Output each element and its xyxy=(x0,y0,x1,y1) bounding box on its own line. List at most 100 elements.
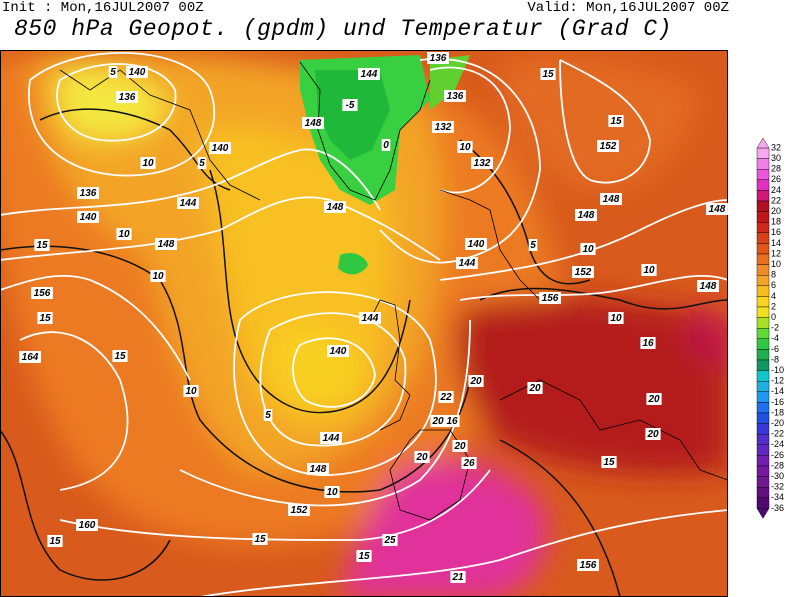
contour-label-bg xyxy=(183,385,199,397)
contour-label: 148 xyxy=(327,202,344,213)
colorbar-swatch xyxy=(756,487,770,499)
contour-label: 148 xyxy=(709,204,726,215)
contour-label: 136 xyxy=(119,92,136,103)
contour-label-bg xyxy=(320,432,342,444)
contour-label-bg xyxy=(706,203,728,215)
colorbar-swatch xyxy=(756,264,770,276)
colorbar-swatch xyxy=(756,232,770,244)
colorbar-swatch xyxy=(756,476,770,488)
contour-label-bg xyxy=(324,486,340,498)
contour-label-bg xyxy=(601,456,617,468)
contour-label-bg xyxy=(140,157,156,169)
contour-label: 136 xyxy=(430,53,447,64)
contour-label: 152 xyxy=(291,505,308,516)
colorbar-label: 0 xyxy=(771,312,776,322)
colorbar-swatch xyxy=(756,328,770,340)
contour-label: 144 xyxy=(180,198,197,209)
contour-label: 15 xyxy=(49,536,61,547)
contour-label-bg xyxy=(37,312,53,324)
contour-label-bg xyxy=(608,312,624,324)
contour-label-bg xyxy=(382,534,398,546)
contour-label: 16 xyxy=(642,338,654,349)
colorbar-label: -34 xyxy=(771,492,784,502)
contour-label-bg xyxy=(540,68,556,80)
colorbar-label: -16 xyxy=(771,397,784,407)
colorbar-swatch xyxy=(756,285,770,297)
colorbar-swatch xyxy=(756,370,770,382)
init-time: Init : Mon,16JUL2007 00Z xyxy=(2,0,204,16)
contour-label: 20 xyxy=(453,441,466,452)
contour-label-bg xyxy=(461,457,477,469)
contour-label: 160 xyxy=(79,520,96,531)
contour-label: 144 xyxy=(459,258,476,269)
colorbar-swatch xyxy=(756,423,770,435)
contour-label: 144 xyxy=(362,313,379,324)
colorbar-label: 16 xyxy=(771,227,781,237)
colorbar-swatch xyxy=(756,338,770,350)
contour-label: 26 xyxy=(462,458,475,469)
colorbar-label: -6 xyxy=(771,344,779,354)
colorbar-top-arrow xyxy=(756,137,770,149)
colorbar-swatch xyxy=(756,317,770,329)
colorbar-swatch xyxy=(756,412,770,424)
contour-label-bg xyxy=(155,238,177,250)
contour-label: 15 xyxy=(610,116,622,127)
colorbar-swatch xyxy=(756,211,770,223)
contour-label: 156 xyxy=(542,293,559,304)
colorbar-label: -8 xyxy=(771,354,779,364)
contour-label-bg xyxy=(597,140,619,152)
contour-label: 152 xyxy=(575,267,592,278)
contour-label-bg xyxy=(47,535,63,547)
map-title: 850 hPa Geopot. (gpdm) und Temperatur (G… xyxy=(14,16,672,42)
contour-label-bg xyxy=(427,52,449,64)
contour-label-bg xyxy=(471,157,493,169)
contour-label: 21 xyxy=(451,572,464,583)
colorbar-label: 22 xyxy=(771,195,781,205)
contour-label: 5 xyxy=(530,240,536,251)
colorbar-label: -26 xyxy=(771,450,784,460)
colorbar-swatch xyxy=(756,221,770,233)
contour-label: 10 xyxy=(185,386,197,397)
contour-label: 136 xyxy=(447,91,464,102)
contour-label-bg xyxy=(452,440,468,452)
colorbar-label: -32 xyxy=(771,482,784,492)
colorbar-swatch xyxy=(756,243,770,255)
contour-label: 15 xyxy=(603,457,615,468)
contour-label: 148 xyxy=(158,239,175,250)
colorbar-swatch xyxy=(756,465,770,477)
contour-label-bg xyxy=(307,463,329,475)
colorbar-swatch xyxy=(756,359,770,371)
colorbar-label: 2 xyxy=(771,301,776,311)
contour-label: 20 xyxy=(528,383,541,394)
colorbar-label: -36 xyxy=(771,503,784,513)
colorbar-swatch xyxy=(756,200,770,212)
contour-label: 140 xyxy=(129,67,146,78)
contour-label: 136 xyxy=(80,188,97,199)
contour-label-bg xyxy=(34,239,50,251)
colorbar-swatch xyxy=(756,296,770,308)
contour-label: 22 xyxy=(439,392,452,403)
contour-label-bg xyxy=(77,187,99,199)
colorbar-swatch xyxy=(756,275,770,287)
colorbar-label: -4 xyxy=(771,333,779,343)
contour-labels: 140 136 5 10 5 140 136 140 144 10 148 10 156 15 164 15 1… xyxy=(19,52,728,583)
contour-label-bg xyxy=(465,238,487,250)
contour-label: 148 xyxy=(305,118,322,129)
colorbar-bottom-arrow xyxy=(756,508,770,519)
contour-label: 10 xyxy=(643,265,655,276)
contour-label-bg xyxy=(150,270,166,282)
contour-label-bg xyxy=(430,415,446,427)
contour-label: 20 xyxy=(646,429,659,440)
contour-label: 15 xyxy=(36,240,48,251)
colorbar-swatch xyxy=(756,179,770,191)
contour-label: 164 xyxy=(22,352,39,363)
colorbar-swatch xyxy=(756,306,770,318)
contour-label: 25 xyxy=(383,535,396,546)
colorbar-swatch xyxy=(756,381,770,393)
contour-label: 144 xyxy=(323,433,340,444)
contour-label-bg xyxy=(646,393,662,405)
contour-label-bg xyxy=(342,99,358,111)
colorbar-label: -20 xyxy=(771,418,784,428)
